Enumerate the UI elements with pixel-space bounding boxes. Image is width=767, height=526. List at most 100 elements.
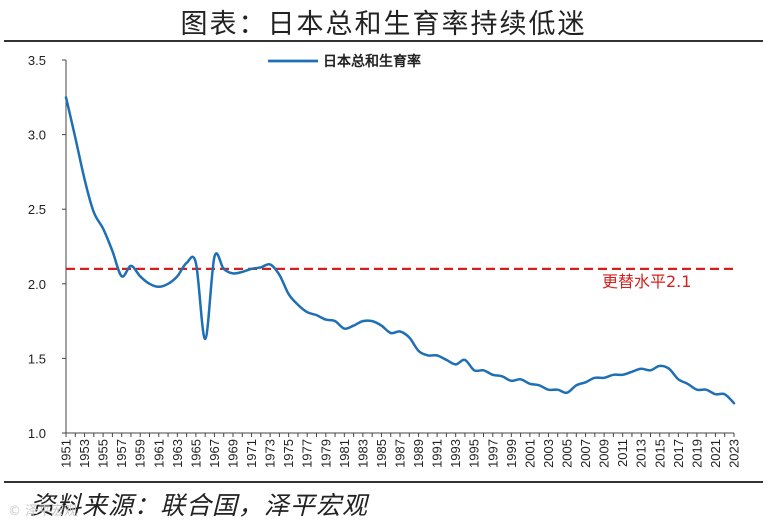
series-line-fertility-rate: [64, 96, 736, 405]
y-tick-label: 1.5: [28, 351, 46, 366]
data-point: [102, 227, 104, 229]
replacement-level-label: 更替水平2.1: [602, 272, 691, 291]
x-tick-label: 2005: [560, 439, 575, 468]
data-point: [352, 324, 354, 326]
data-point: [677, 378, 679, 380]
y-tick-label: 3.5: [28, 53, 46, 68]
x-tick-label: 2013: [634, 439, 649, 468]
x-tick-label: 2021: [708, 439, 723, 468]
x-tick-label: 1987: [393, 439, 408, 468]
legend-label: 日本总和生育率: [323, 53, 421, 70]
data-point: [74, 136, 76, 138]
y-ticks: 1.0 1.5 2.0 2.5 3.0 3.5: [28, 53, 66, 441]
x-tick-label: 1973: [263, 439, 278, 468]
x-tick-label: 1993: [448, 439, 463, 468]
data-point: [158, 286, 160, 288]
x-tick-label: 2015: [652, 439, 667, 468]
data-point: [121, 275, 123, 277]
x-tick-label: 2017: [671, 439, 686, 468]
y-tick-label: 2.5: [28, 202, 46, 217]
data-point: [529, 383, 531, 385]
data-point: [612, 374, 614, 376]
x-tick-label: 1995: [467, 439, 482, 468]
data-point: [473, 369, 475, 371]
x-tick-label: 2011: [615, 439, 630, 467]
y-tick-label: 2.0: [28, 277, 46, 292]
x-tick-label: 1983: [355, 439, 370, 468]
data-point: [315, 314, 317, 316]
data-point: [204, 338, 206, 340]
data-point: [436, 354, 438, 356]
data-point: [288, 293, 290, 295]
x-tick-label: 1975: [281, 439, 296, 468]
data-point: [733, 402, 735, 404]
data-point: [464, 359, 466, 361]
data-point: [93, 211, 95, 213]
x-tick-label: 1977: [300, 439, 315, 468]
data-point: [510, 380, 512, 382]
x-tick-label: 1953: [77, 439, 92, 468]
data-point: [714, 393, 716, 395]
x-tick-label: 1991: [430, 439, 445, 468]
data-point: [362, 320, 364, 322]
data-point: [594, 377, 596, 379]
x-tick-label: 1979: [318, 439, 333, 468]
y-tick-label: 3.0: [28, 128, 46, 143]
data-point: [278, 274, 280, 276]
data-point: [250, 268, 252, 270]
watermark: © 泽平宏观: [8, 504, 78, 519]
data-point: [482, 369, 484, 371]
data-point: [640, 368, 642, 370]
data-point: [139, 275, 141, 277]
data-points: [65, 96, 735, 404]
bottom-rule: [4, 481, 763, 483]
legend: 日本总和生育率: [268, 53, 421, 70]
data-point: [455, 363, 457, 365]
data-point: [390, 332, 392, 334]
x-tick-label: 1965: [188, 439, 203, 468]
data-point: [427, 354, 429, 356]
data-point: [649, 369, 651, 371]
x-tick-label: 2023: [727, 439, 742, 468]
data-point: [584, 381, 586, 383]
x-tick-label: 2003: [541, 439, 556, 468]
data-point: [408, 336, 410, 338]
data-point: [65, 96, 67, 98]
data-point: [705, 389, 707, 391]
data-point: [111, 250, 113, 252]
data-point: [260, 266, 262, 268]
data-point: [148, 283, 150, 285]
x-tick-label: 1955: [96, 439, 111, 468]
x-ticks: 1951 1953 1955 1957 1959 1961 1963 1965 1967 1969…: [59, 433, 742, 468]
data-point: [380, 324, 382, 326]
data-point: [297, 304, 299, 306]
x-tick-label: 1989: [411, 439, 426, 468]
data-point: [399, 330, 401, 332]
data-point: [130, 265, 132, 267]
data-point: [501, 375, 503, 377]
data-point: [492, 374, 494, 376]
x-tick-label: 2019: [689, 439, 704, 468]
data-point: [575, 384, 577, 386]
x-tick-label: 1963: [170, 439, 185, 468]
data-point: [622, 374, 624, 376]
data-point: [538, 384, 540, 386]
data-point: [668, 368, 670, 370]
x-tick-label: 1981: [337, 439, 352, 468]
top-rule: [4, 40, 763, 42]
data-point: [241, 271, 243, 273]
x-tick-label: 1999: [504, 439, 519, 468]
data-point: [325, 318, 327, 320]
data-point: [417, 350, 419, 352]
data-point: [445, 359, 447, 361]
x-tick-label: 1961: [151, 439, 166, 468]
data-point: [557, 389, 559, 391]
source-note: 资料来源：联合国，泽平宏观: [30, 491, 369, 520]
data-point: [547, 389, 549, 391]
data-point: [519, 378, 521, 380]
data-point: [232, 272, 234, 274]
data-point: [696, 389, 698, 391]
x-tick-label: 1971: [244, 439, 259, 468]
y-tick-label: 1.0: [28, 426, 46, 441]
